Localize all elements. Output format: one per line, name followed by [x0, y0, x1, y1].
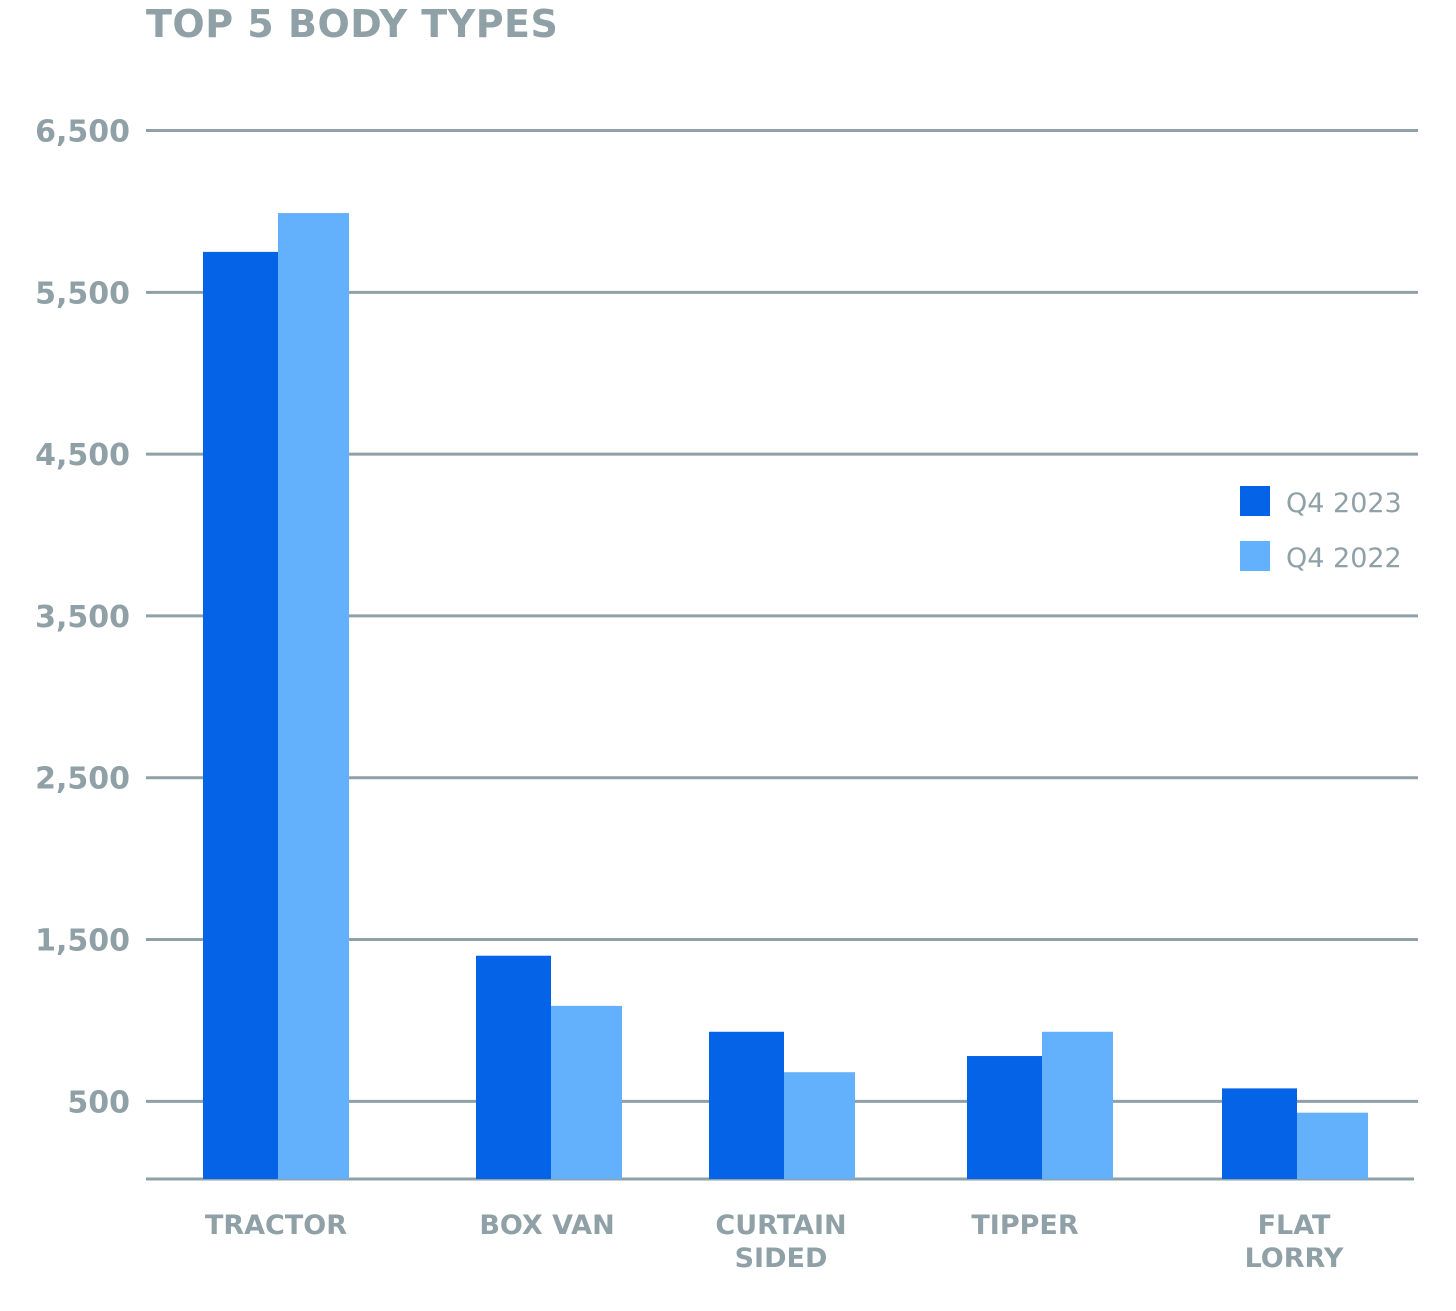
legend-label: Q4 2023: [1286, 488, 1402, 519]
y-tick-label: 5,500: [35, 276, 130, 311]
bar-q4-2023: [967, 1056, 1042, 1179]
y-tick-label: 6,500: [35, 115, 130, 150]
legend-label: Q4 2022: [1286, 543, 1402, 574]
legend-swatch: [1240, 486, 1270, 516]
bar-q4-2022: [551, 1005, 622, 1179]
bar-q4-2023: [476, 955, 551, 1179]
y-tick-label: 4,500: [35, 438, 130, 473]
gridlines: [146, 129, 1418, 1181]
bar-q4-2022: [278, 213, 349, 1179]
y-axis-tick-labels: 500 1,500 2,500 3,500 4,500 5,500 6,500: [35, 115, 130, 1121]
y-tick-label: 2,500: [35, 762, 130, 797]
legend-swatch: [1240, 541, 1270, 571]
category-label: BOX VAN: [479, 1210, 614, 1241]
chart-title: TOP 5 BODY TYPES: [146, 2, 559, 46]
category-label: FLAT: [1258, 1210, 1331, 1241]
bars: [203, 213, 1368, 1180]
legend: Q4 2023 Q4 2022: [1240, 486, 1402, 574]
category-label: LORRY: [1245, 1243, 1344, 1274]
category-label: SIDED: [735, 1243, 828, 1274]
y-tick-label: 1,500: [35, 924, 130, 959]
y-tick-label: 3,500: [35, 600, 130, 635]
bar-q4-2023: [1222, 1088, 1297, 1179]
bar-q4-2022: [784, 1072, 855, 1179]
bar-q4-2023: [709, 1031, 784, 1179]
y-tick-label: 500: [67, 1085, 130, 1120]
bar-q4-2022: [1042, 1031, 1113, 1179]
bar-q4-2023: [203, 251, 278, 1180]
bar-q4-2022: [1297, 1112, 1368, 1179]
category-label: CURTAIN: [715, 1210, 846, 1241]
category-label: TIPPER: [971, 1210, 1078, 1241]
category-label: TRACTOR: [205, 1210, 347, 1241]
